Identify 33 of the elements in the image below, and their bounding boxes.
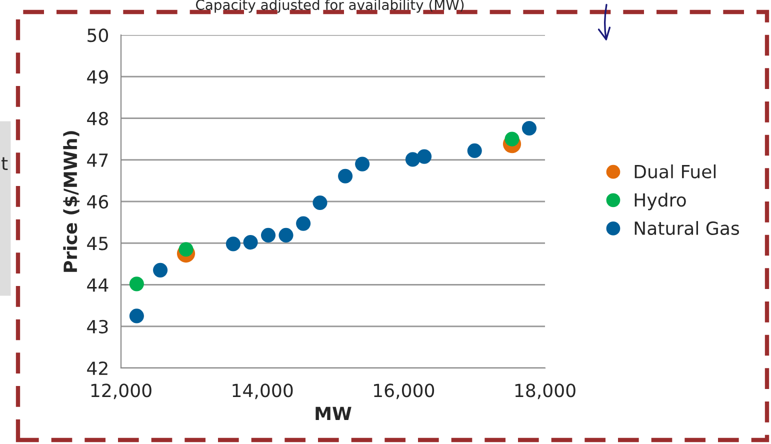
x-axis-title: MW	[316, 406, 352, 420]
y-tick-label: 45	[87, 236, 108, 250]
point	[417, 149, 432, 164]
y-tick-label: 44	[87, 278, 108, 292]
point	[243, 235, 258, 250]
point	[338, 168, 353, 184]
y-tick-label: 43	[87, 320, 108, 334]
y-tick-label: 50	[88, 28, 108, 42]
text: t	[1, 157, 8, 170]
x-tick-label: 14,000	[232, 384, 293, 400]
point	[312, 195, 328, 210]
point	[355, 156, 370, 172]
legend-label: Hydro	[634, 192, 686, 210]
point	[467, 143, 482, 158]
legend-label: Dual Fuel	[634, 164, 716, 178]
point	[226, 236, 240, 252]
point	[129, 276, 144, 292]
point	[278, 228, 294, 242]
point	[153, 262, 168, 278]
point	[129, 308, 144, 324]
x-tick-label: 16,000	[374, 384, 434, 400]
point	[522, 120, 537, 136]
y-tick-label: 49	[87, 70, 108, 84]
y-tick-label: 42	[87, 361, 108, 375]
y-tick-label: 46	[87, 194, 108, 209]
legend-label: Natural Gas	[634, 221, 740, 236]
y-tick-label: 48	[87, 112, 108, 126]
x-tick-label: 18,000	[515, 384, 576, 400]
y-tick-label: 47	[87, 154, 108, 167]
y-axis-title: Price ($/MWh)	[63, 131, 80, 272]
point	[260, 228, 276, 242]
x-tick-label: 12,000	[91, 384, 152, 400]
point	[296, 216, 311, 231]
